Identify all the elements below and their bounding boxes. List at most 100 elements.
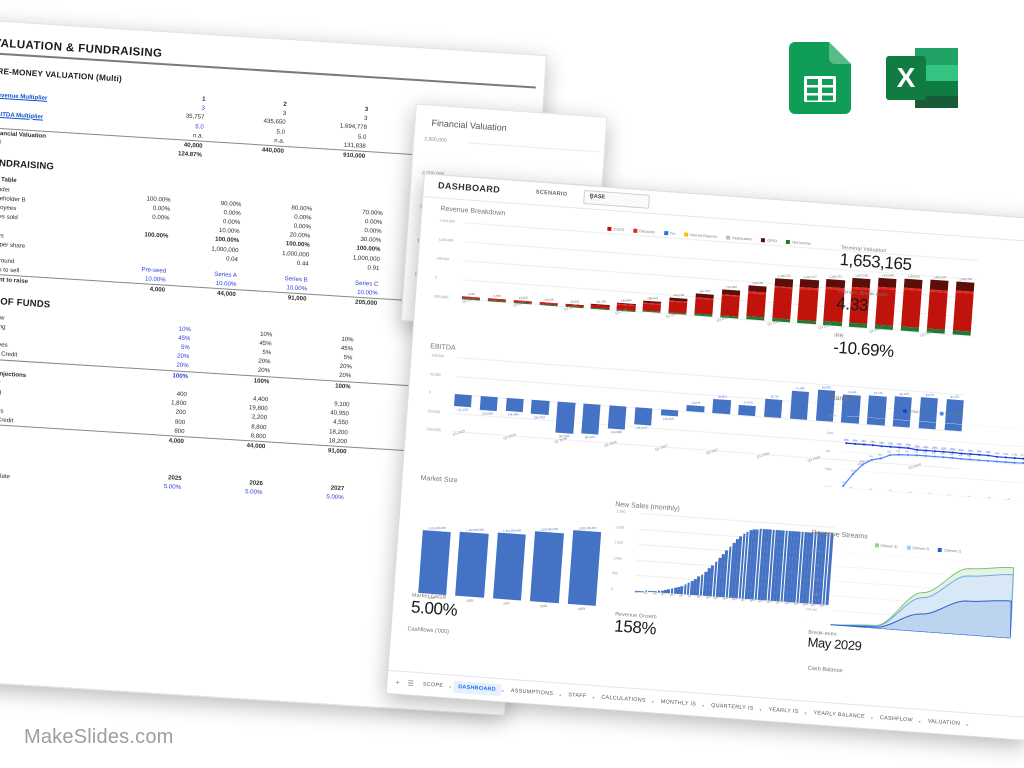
bar-rect bbox=[607, 405, 627, 431]
chevron-down-icon[interactable]: ▾ bbox=[651, 698, 654, 704]
sheet-tab-quarterly-is[interactable]: QUARTERLY IS bbox=[710, 702, 754, 712]
svg-text:Q3 2026: Q3 2026 bbox=[901, 490, 913, 498]
bar-rect bbox=[555, 401, 576, 434]
bar-segment bbox=[926, 291, 948, 330]
sheet-tab-scope[interactable]: SCOPE bbox=[422, 681, 444, 689]
bar-value-label: 27,640 bbox=[743, 400, 753, 405]
svg-text:Q1 2027: Q1 2027 bbox=[920, 491, 932, 499]
bar-rect bbox=[454, 394, 473, 407]
chevron-down-icon[interactable]: ▾ bbox=[804, 710, 807, 716]
bar: 1,195,752 bbox=[771, 274, 794, 323]
legend-item: Discounts bbox=[633, 228, 655, 234]
legend-item: Net Margin bbox=[939, 411, 963, 418]
x-tick: M19 bbox=[793, 601, 799, 607]
y-tick: 0 bbox=[428, 390, 431, 395]
svg-text:24%: 24% bbox=[861, 439, 867, 443]
legend-label: (Stream 2) bbox=[912, 546, 930, 552]
bar-value-label: 1,466,102 bbox=[933, 275, 947, 280]
market-size-bars: 1,091,200,000 2025 1,116,400,000 2026 1,141,… bbox=[418, 497, 603, 611]
all-sheets-icon[interactable]: ☰ bbox=[407, 680, 415, 688]
svg-text:20%: 20% bbox=[932, 445, 938, 449]
svg-text:5%: 5% bbox=[905, 449, 910, 453]
bar-value-label: (36,539) bbox=[482, 410, 494, 416]
legend-label: (Stream 1) bbox=[944, 548, 962, 554]
sheet-tab-calculations[interactable]: CALCULATIONS bbox=[601, 694, 646, 704]
dashboard-spreadsheet[interactable]: DASHBOARD SCENARIO BASE ▼ Revenue Breakd… bbox=[385, 173, 1024, 741]
bar: 1,450,011 bbox=[900, 274, 923, 332]
svg-text:3%: 3% bbox=[869, 454, 874, 458]
chevron-down-icon[interactable]: ▾ bbox=[918, 718, 921, 724]
svg-text:19%: 19% bbox=[968, 448, 974, 452]
legend-item: OPEX bbox=[761, 238, 777, 243]
legend-swatch bbox=[663, 230, 668, 236]
svg-text:24%: 24% bbox=[852, 438, 858, 442]
y-tick: 50,000 bbox=[430, 371, 441, 377]
svg-text:5%: 5% bbox=[887, 449, 892, 453]
bar-segment bbox=[745, 292, 767, 318]
add-sheet-icon[interactable]: + bbox=[395, 678, 400, 687]
x-tick: Q3 2026 bbox=[614, 307, 628, 316]
chevron-down-icon[interactable]: ▾ bbox=[449, 683, 452, 690]
chevron-down-icon[interactable]: ▾ bbox=[592, 694, 595, 700]
legend-item: Gross Margin bbox=[902, 408, 931, 415]
bar: 1,482,762 bbox=[952, 276, 975, 336]
svg-text:5%: 5% bbox=[914, 450, 919, 454]
chevron-down-icon[interactable]: ▾ bbox=[559, 692, 562, 698]
svg-text:Q1 2029: Q1 2029 bbox=[999, 497, 1011, 501]
kpi-terminal-valuation: Terminal Valuation 1,653,165 bbox=[839, 245, 913, 275]
sheet-tab-valuation[interactable]: VALUATION bbox=[927, 718, 961, 727]
x-tick: 2028 bbox=[540, 603, 548, 609]
x-tick: M14 bbox=[749, 598, 755, 604]
svg-text:0%: 0% bbox=[860, 459, 865, 463]
bar-value-label: (31,141) bbox=[456, 406, 468, 412]
google-sheets-icon[interactable] bbox=[789, 42, 851, 114]
kpi-irr: IRR -10.69% bbox=[833, 333, 895, 362]
chevron-down-icon[interactable]: ▾ bbox=[759, 706, 762, 712]
svg-text:50%: 50% bbox=[827, 431, 834, 435]
svg-text:1/28: 1/28 bbox=[964, 637, 970, 638]
legend-label: Net Margin bbox=[945, 412, 963, 418]
chevron-down-icon[interactable]: ▾ bbox=[965, 721, 969, 728]
svg-text:0%: 0% bbox=[826, 449, 831, 453]
kpi-revenue-growth: Revenue Growth 158% bbox=[614, 611, 658, 639]
gridline bbox=[468, 142, 600, 153]
microsoft-excel-icon[interactable]: X bbox=[886, 42, 958, 114]
sheet-tab-dashboard[interactable]: DASHBOARD bbox=[452, 680, 502, 697]
revenue-growth-value: 158% bbox=[613, 616, 657, 639]
svg-text:17%: 17% bbox=[1012, 452, 1018, 456]
sheet-tab-yearly-balance[interactable]: YEARLY BALANCE bbox=[813, 710, 866, 720]
bar: 49,713 bbox=[761, 380, 784, 455]
svg-text:20%: 20% bbox=[923, 445, 929, 449]
x-tick: M7 bbox=[687, 594, 693, 599]
svg-text:19%: 19% bbox=[985, 450, 991, 454]
svg-text:-100%: -100% bbox=[823, 485, 832, 490]
revenue-streams-plot: 500,000 400,000 300,000 200,000 100,000 0 1/25… bbox=[803, 548, 1024, 673]
bar-value-label: (45,447) bbox=[636, 425, 648, 430]
chevron-down-icon[interactable]: ▾ bbox=[501, 687, 505, 693]
margins-chart: Margins Gross Margin Net Margin 100% 50% 0%… bbox=[821, 395, 1024, 528]
bar-rect bbox=[660, 409, 679, 417]
sheet-tab-monthly-is[interactable]: MONTHLY IS bbox=[660, 698, 697, 708]
svg-text:23%: 23% bbox=[897, 442, 903, 446]
svg-text:1/27: 1/27 bbox=[919, 634, 925, 638]
bar: 27,640 bbox=[736, 378, 759, 453]
legend-swatch bbox=[938, 547, 943, 553]
x-tick: M5 bbox=[670, 593, 675, 598]
chevron-down-icon[interactable]: ▾ bbox=[870, 714, 874, 721]
sheet-tab-staff[interactable]: STAFF bbox=[568, 692, 587, 700]
x-tick: M8 bbox=[696, 595, 701, 600]
y-tick: (500,000) bbox=[433, 294, 449, 300]
svg-text:5%: 5% bbox=[967, 454, 972, 458]
bar-value-label: 36,851 bbox=[717, 394, 727, 400]
sheet-tab-cashflow[interactable]: CASHFLOW bbox=[879, 715, 914, 724]
sheet-tab-yearly-is[interactable]: YEARLY IS bbox=[768, 706, 799, 716]
legend-label: Depreciation bbox=[732, 235, 753, 242]
y-tick: (100,000) bbox=[426, 427, 441, 433]
sheet-tab-assumptions[interactable]: ASSUMPTIONS bbox=[510, 687, 554, 698]
x-tick: M10 bbox=[714, 596, 720, 601]
scenario-dropdown[interactable]: BASE ▼ bbox=[583, 189, 651, 209]
svg-text:Q1 2026: Q1 2026 bbox=[881, 488, 893, 496]
bar-value-label: 13,525 bbox=[518, 295, 528, 300]
svg-text:4%: 4% bbox=[932, 451, 937, 455]
chevron-down-icon[interactable]: ▾ bbox=[701, 702, 705, 708]
